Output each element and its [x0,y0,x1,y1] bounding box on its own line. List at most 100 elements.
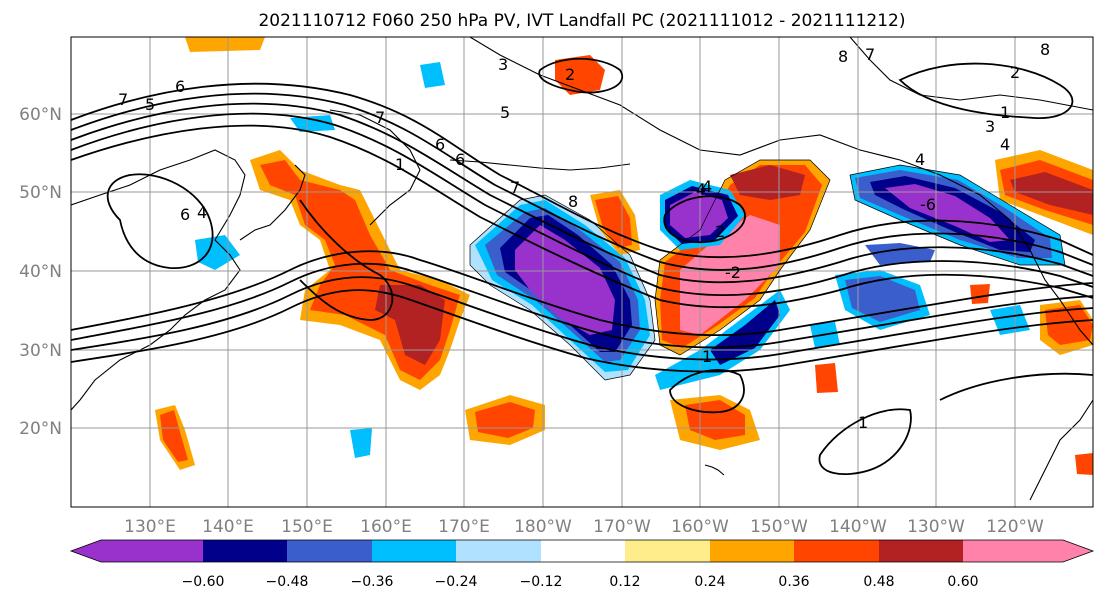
contour-label: 3 [498,55,508,74]
shading-red-aleut-small [595,196,632,248]
contour-label: 1 [858,413,868,432]
coastline-japan [239,164,306,241]
shading-orange-small-9 [1075,453,1093,475]
longitude-labels: 130°E 140°E 150°E 160°E 170°E 180°W 170°… [124,517,1044,537]
colorbar-swatch [879,540,963,562]
coastline-kamchatka [329,109,421,226]
contour-line-2 [71,92,1093,271]
lon-label: 140°E [202,517,254,537]
lon-label: 170°W [593,517,651,537]
colorbar: −0.60 −0.48 −0.36 −0.24 −0.12 0.12 0.24 … [69,539,1095,590]
colorbar-tick-label: 0.12 [609,574,640,590]
colorbar-swatch [794,540,879,562]
shading-purple-ne [885,184,1010,242]
contour-label: 5 [500,103,510,122]
shading-cyan-japan [195,235,240,270]
colorbar-tick-label: −0.36 [351,574,394,590]
colorbar-swatch [287,540,372,562]
contour-label: 8 [568,192,578,211]
contour-label: 7 [865,45,875,64]
contour-label: 1 [395,155,405,174]
contour-label: 1 [1000,103,1010,122]
contour-label: 4 [702,177,712,196]
lon-label: 150°W [750,517,808,537]
lon-label: 150°E [281,517,333,537]
shading-cyan-small-6 [290,115,335,132]
contour-line-12 [663,195,746,244]
colorbar-swatch [372,540,456,562]
colorbar-swatch [625,540,710,562]
colorbar-tick-label: −0.48 [266,574,309,590]
colorbar-swatch [203,540,287,562]
contour-line-9 [71,289,1093,373]
contour-line-3 [71,102,1093,284]
lon-label: 170°E [438,517,490,537]
contour-label: 3 [985,117,995,136]
lat-label: 30°N [19,341,62,361]
shading-pink-gulf [680,215,780,335]
colorbar-tick-label: 0.24 [694,574,725,590]
coastline-hawaii [704,464,725,476]
contour-line-5 [71,124,1093,309]
contour-label: 5 [145,95,155,114]
shading-cyan-small-5 [420,62,445,88]
ivt-contours [71,57,1093,476]
contour-label: 6 [435,135,445,154]
contour-label: 8 [838,47,848,66]
contour-label: 7 [375,108,385,127]
colorbar-tick-label: 0.48 [863,574,894,590]
pv-shading-outlines [469,159,1066,381]
shading-red-20n [475,402,535,438]
colorbar-swatches [69,539,1095,563]
contour-label: 2 [715,222,725,241]
shading-darkred-canada [1010,172,1093,215]
contour-label: 4 [915,150,925,169]
shading-red-far-east [1045,305,1093,345]
colorbar-outline [69,539,1095,563]
contour-label: 4 [1000,135,1010,154]
contour-line-10 [106,173,214,269]
colorbar-swatch [541,540,625,562]
contour-label: 2 [1010,63,1020,82]
contour-label: 4 [197,203,207,222]
latitude-labels: 60°N 50°N 40°N 30°N 20°N [19,105,62,439]
colorbar-swatch [710,540,794,562]
contour-line-4 [71,112,1093,297]
colorbar-ticks: −0.60 −0.48 −0.36 −0.24 −0.12 0.12 0.24 … [182,574,979,590]
contour-line-15 [669,369,745,414]
lat-label: 40°N [19,262,62,282]
contour-line-13 [898,62,1074,119]
shading-orange-top [185,37,265,52]
contour-label: -4 [690,180,706,199]
shading-orange-small-7 [815,363,838,393]
contour-label: 7 [118,90,128,109]
shading-cyan-subtrop [655,290,790,390]
lon-label: 130°E [124,517,176,537]
contour-label: 2 [565,65,575,84]
contour-label: 6 [175,77,185,96]
contour-line-14 [818,408,912,476]
shading-red-small-w [160,410,188,462]
colorbar-tick-label: 0.60 [947,574,978,590]
colorbar-tick-label: 0.36 [778,574,809,590]
figure-title: 2021110712 F060 250 hPa PV, IVT Landfall… [258,11,905,31]
contour-line-11 [538,57,623,94]
shading-orange-small-8 [970,284,990,304]
contour-labels: 2 4 8 6 4 6 1 6 5 8 7 6 7 3 5 2 7 8 7 4 … [118,40,1050,432]
coastline-mexico [1029,399,1093,501]
contour-line-17 [939,372,1093,401]
contour-label: 6 [455,150,465,169]
coastline-canada-north [849,37,1093,111]
lon-label: 140°W [829,517,887,537]
lat-label: 60°N [19,105,62,125]
contour-line-1 [71,82,1093,259]
colorbar-swatch [963,540,1093,562]
contour-line-7 [71,262,1093,349]
lat-label: 50°N [19,183,62,203]
map-area: 2 4 8 6 4 6 1 6 5 8 7 6 7 3 5 2 7 8 7 4 … [71,37,1093,507]
contour-label: -2 [725,263,741,282]
contour-label: 7 [510,178,520,197]
shading-cyan-small-2 [350,428,372,458]
shading-navy-subtrop [710,300,780,365]
